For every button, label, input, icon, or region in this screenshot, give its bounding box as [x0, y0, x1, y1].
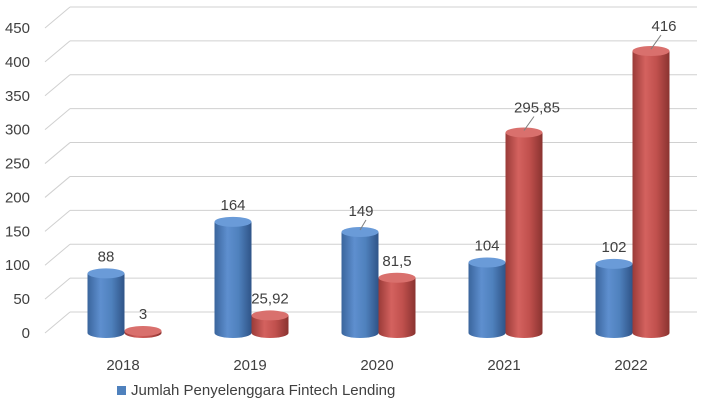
bar-body [505, 132, 543, 338]
leader-line [523, 116, 535, 131]
data-label: 164 [220, 197, 245, 214]
bar-body [341, 232, 379, 338]
bar-top [378, 272, 416, 283]
y-tick-label: 300 [5, 122, 30, 139]
gridlines [44, 6, 697, 334]
bar-top [87, 268, 125, 279]
legend-swatch [117, 386, 126, 395]
gridline-side [44, 209, 71, 232]
bar-red-2021 [505, 127, 543, 338]
bar-top [251, 310, 289, 321]
y-tick-label: 400 [5, 54, 30, 71]
data-label: 104 [474, 238, 499, 255]
gridline-side [44, 277, 71, 300]
data-label: 416 [651, 18, 676, 35]
data-label: 295,85 [514, 99, 560, 116]
data-label: 3 [139, 306, 147, 323]
data-label: 102 [601, 239, 626, 256]
y-tick-label: 0 [22, 325, 30, 342]
y-tick-label: 450 [5, 20, 30, 37]
bar-top [341, 227, 379, 238]
data-label: 149 [348, 203, 373, 220]
data-label: 25,92 [251, 290, 289, 307]
gridline-side [44, 311, 71, 334]
bar-top [632, 46, 670, 57]
bars [87, 46, 670, 339]
bar-body [214, 221, 252, 338]
y-tick-label: 50 [13, 291, 30, 308]
bar-body [632, 51, 670, 339]
bar-blue-2018 [87, 268, 125, 338]
bar-blue-2021 [468, 257, 506, 338]
bar-body [87, 273, 125, 338]
x-axis-ticks: 2018 2019 2020 2021 2022 [106, 357, 647, 374]
x-tick-label: 2020 [360, 357, 393, 374]
leader-line [650, 34, 662, 50]
y-tick-label: 200 [5, 189, 30, 206]
legend-label: Jumlah Penyelenggara Fintech Lending [131, 382, 395, 399]
y-tick-label: 150 [5, 223, 30, 240]
bar-body [378, 277, 416, 338]
leader-line [359, 219, 367, 231]
bar-red-2022 [632, 46, 670, 339]
gridline-side [44, 243, 71, 266]
data-label: 88 [98, 248, 115, 265]
data-label: 81,5 [382, 253, 411, 270]
bar-body [468, 262, 506, 338]
gridline-side [44, 176, 71, 198]
bar-blue-2019 [214, 216, 252, 338]
x-tick-label: 2022 [614, 357, 647, 374]
bar-top [595, 258, 633, 269]
gridline-side [44, 74, 71, 97]
gridline-side [44, 108, 71, 131]
bar-red-2019 [251, 310, 289, 338]
y-tick-label: 350 [5, 88, 30, 105]
gridline-side [44, 40, 71, 63]
gridline-side [44, 142, 71, 164]
x-tick-label: 2021 [487, 357, 520, 374]
bar-top [505, 127, 543, 138]
bar-top [124, 325, 162, 336]
bar-body [595, 263, 633, 338]
bar-blue-2020 [341, 227, 379, 338]
x-tick-label: 2019 [233, 357, 266, 374]
x-tick-label: 2018 [106, 357, 139, 374]
bar-red-2018 [124, 325, 162, 338]
legend: Jumlah Penyelenggara Fintech Lending [117, 382, 395, 399]
y-axis-ticks: 0 50 100 150 200 250 300 350 400 450 [5, 20, 30, 342]
y-tick-label: 100 [5, 257, 30, 274]
gridline-side [44, 6, 71, 29]
bar-top [214, 216, 252, 227]
bar-red-2020 [378, 272, 416, 338]
bar-top [468, 257, 506, 268]
bar-blue-2022 [595, 258, 633, 338]
data-labels: 88 3 164 25,92 149 81,5 104 295,85 102 416 [98, 18, 677, 323]
bar-body [251, 315, 289, 338]
y-tick-label: 250 [5, 156, 30, 173]
